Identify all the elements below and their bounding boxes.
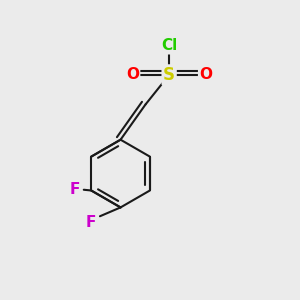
Text: F: F: [86, 214, 96, 230]
Text: F: F: [70, 182, 80, 197]
Text: Cl: Cl: [161, 38, 177, 53]
Text: S: S: [163, 66, 175, 84]
Text: O: O: [200, 68, 212, 82]
Text: O: O: [126, 68, 139, 82]
